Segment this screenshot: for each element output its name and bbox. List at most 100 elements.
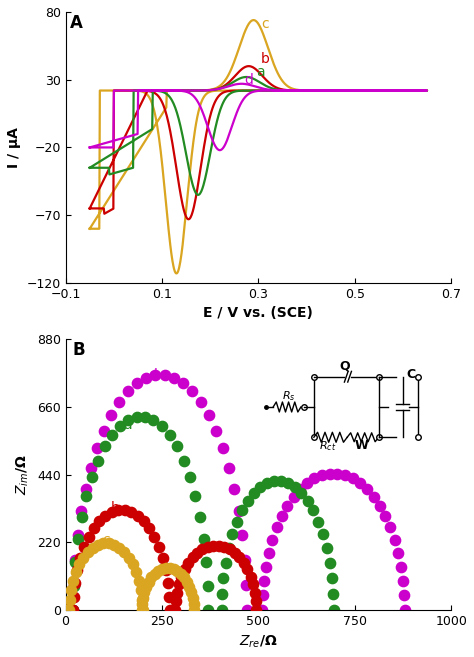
Point [290,492,297,503]
Point [231,547,238,558]
Point [180,572,188,583]
Point [121,505,128,516]
Point [84,547,91,557]
Point [152,370,159,380]
Point [397,561,405,572]
Point [188,386,196,397]
Point [236,552,243,562]
Point [162,563,170,574]
Point [215,541,222,551]
Point [228,529,236,539]
Point [125,553,133,563]
Point [225,543,232,553]
Point [74,530,82,540]
Point [139,593,146,603]
Point [100,538,107,549]
X-axis label: $Z_{re}$/Ω: $Z_{re}$/Ω [239,633,278,650]
Point [184,558,192,568]
Point [230,484,238,494]
Point [80,542,88,553]
Point [124,386,132,397]
Point [247,572,255,582]
Point [256,482,264,492]
Point [175,579,182,590]
Point [105,538,113,549]
Point [328,573,336,583]
Text: b: b [261,53,270,66]
Point [315,516,322,527]
Point [262,561,270,572]
Point [151,532,158,542]
Point [244,495,252,506]
Point [116,542,123,553]
Point [70,605,77,616]
Point [100,426,108,436]
Point [159,553,166,564]
Text: A: A [70,14,82,32]
Point [62,605,69,616]
Point [147,572,155,583]
Point [141,411,149,422]
Point [252,596,260,606]
Point [391,535,399,545]
Point [78,506,85,516]
Point [233,516,241,527]
Point [166,563,173,574]
Point [139,605,146,616]
Point [70,581,78,591]
Point [259,590,266,600]
Point [94,455,101,466]
Point [116,397,123,407]
Point [283,501,291,511]
Point [140,587,148,597]
Point [73,565,81,576]
Point [133,411,140,422]
Point [124,415,132,425]
Point [114,505,122,516]
Point [363,484,371,495]
Point [138,605,146,616]
Point [202,556,210,567]
Point [166,605,173,616]
Point [191,491,199,501]
Point [66,595,73,606]
Point [62,605,69,616]
Point [89,542,97,553]
Point [219,589,226,599]
Point [243,579,250,590]
Point [108,507,116,518]
Text: a: a [256,64,264,79]
Text: c: c [102,533,110,547]
Point [190,605,198,616]
Point [401,590,408,600]
Point [193,547,201,558]
Y-axis label: I / μA: I / μA [7,127,21,168]
Point [220,573,228,583]
Point [88,472,95,483]
Point [244,564,251,575]
Point [128,507,135,518]
Point [400,576,407,586]
Point [251,587,259,598]
Point [222,557,229,568]
Point [204,541,211,552]
Point [382,511,389,522]
Point [319,529,327,539]
Point [212,426,220,436]
Point [394,547,402,558]
Point [318,470,326,480]
Point [155,566,162,576]
Point [200,533,207,544]
Point [165,591,173,602]
Point [87,463,95,473]
Text: d: d [244,73,253,87]
Text: d: d [148,369,157,382]
Point [386,522,394,533]
Point [197,397,204,407]
Point [172,605,179,616]
Point [93,443,101,453]
Point [146,523,153,533]
Point [70,605,77,616]
Point [108,430,116,440]
Point [158,564,166,575]
